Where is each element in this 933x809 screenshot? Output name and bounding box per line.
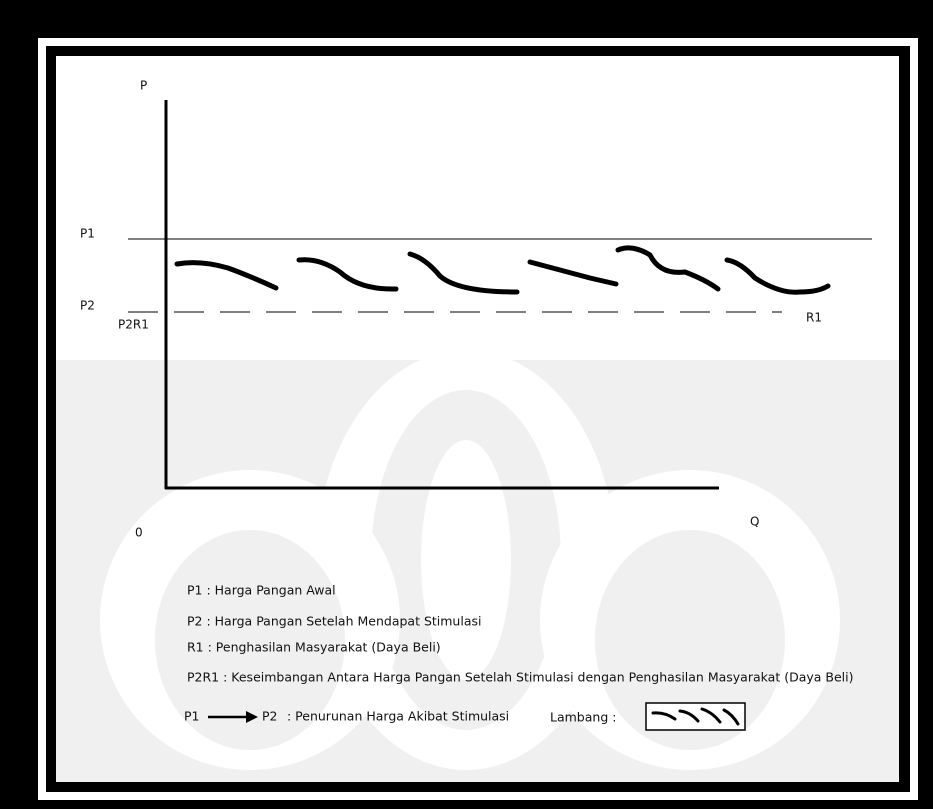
- legend-item: P1 : Harga Pangan Awal: [187, 583, 336, 598]
- y-axis-label: P: [140, 79, 147, 93]
- legend-item: P2 : Harga Pangan Setelah Mendapat Stimu…: [187, 614, 481, 629]
- legend-item: P2R1 : Keseimbangan Antara Harga Pangan …: [187, 670, 853, 685]
- p2-label: P2: [80, 299, 95, 313]
- symbol-label: Lambang :: [550, 710, 616, 725]
- arrow-from: P1: [184, 709, 200, 724]
- page: {"axes": {"y_label": "P", "x_label": "Q"…: [0, 0, 933, 809]
- arrow-to: P2: [262, 709, 278, 724]
- origin-label: 0: [135, 526, 143, 540]
- r1-label: R1: [806, 311, 822, 325]
- x-axis-label: Q: [750, 515, 759, 529]
- legend-item: R1 : Penghasilan Masyarakat (Daya Beli): [187, 640, 441, 655]
- p1-label: P1: [80, 227, 95, 241]
- arrow-text: : Penurunan Harga Akibat Stimulasi: [287, 709, 509, 724]
- diagram: P P1 P2 P2R1 R1 0 Q P1 : Harga Pangan Aw…: [0, 0, 933, 809]
- p2r1-label: P2R1: [118, 318, 149, 332]
